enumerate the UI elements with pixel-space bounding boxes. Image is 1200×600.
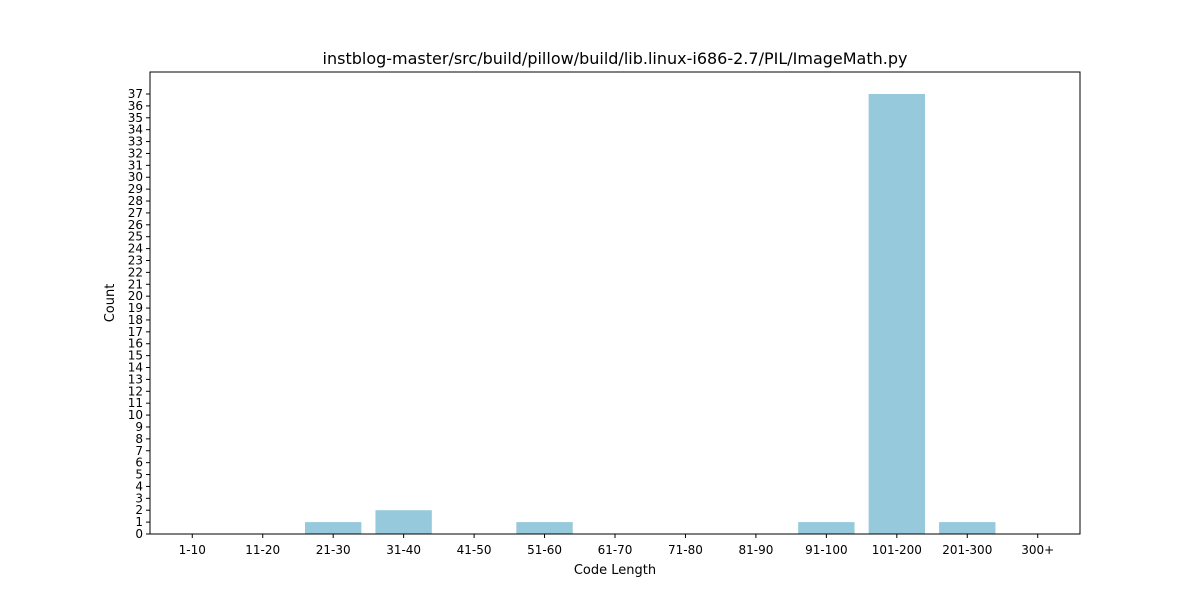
y-tick-label: 9 — [135, 420, 143, 434]
bar-101-200 — [868, 94, 925, 534]
y-tick-label: 28 — [128, 194, 143, 208]
x-axis-label: Code Length — [574, 563, 656, 578]
y-tick-label: 15 — [128, 349, 143, 363]
x-tick-label: 81-90 — [738, 543, 773, 557]
y-tick-label: 14 — [128, 361, 143, 375]
x-tick-label: 61-70 — [598, 543, 633, 557]
y-tick-label: 16 — [128, 337, 143, 351]
x-tick-label: 71-80 — [668, 543, 703, 557]
y-tick-label: 12 — [128, 384, 143, 398]
y-tick-label: 17 — [128, 325, 143, 339]
y-tick-label: 23 — [128, 253, 143, 267]
y-tick-label: 3 — [135, 491, 143, 505]
y-tick-label: 19 — [128, 301, 143, 315]
bar-91-100 — [798, 522, 855, 534]
x-tick-label: 41-50 — [457, 543, 492, 557]
y-tick-label: 10 — [128, 408, 143, 422]
y-tick-label: 1 — [135, 515, 143, 529]
y-tick-label: 4 — [135, 479, 143, 493]
y-tick-label: 34 — [128, 123, 143, 137]
y-tick-label: 8 — [135, 432, 143, 446]
x-tick-label: 91-100 — [805, 543, 848, 557]
y-tick-label: 31 — [128, 158, 143, 172]
y-tick-label: 27 — [128, 206, 143, 220]
y-tick-label: 25 — [128, 230, 143, 244]
y-axis-label: Count — [103, 284, 118, 323]
bar-31-40 — [375, 510, 432, 534]
x-tick-label: 11-20 — [245, 543, 280, 557]
y-tick-label: 0 — [135, 527, 143, 541]
y-tick-label: 13 — [128, 372, 143, 386]
y-tick-label: 35 — [128, 111, 143, 125]
y-tick-label: 37 — [128, 87, 143, 101]
y-tick-label: 29 — [128, 182, 143, 196]
bar-51-60 — [516, 522, 573, 534]
y-tick-label: 5 — [135, 468, 143, 482]
x-tick-label: 51-60 — [527, 543, 562, 557]
y-tick-label: 21 — [128, 277, 143, 291]
bar-201-300 — [939, 522, 996, 534]
y-tick-label: 22 — [128, 265, 143, 279]
chart-title: instblog-master/src/build/pillow/build/l… — [323, 49, 908, 68]
bar-21-30 — [305, 522, 362, 534]
y-tick-label: 18 — [128, 313, 143, 327]
x-tick-label: 201-300 — [942, 543, 992, 557]
y-tick-label: 33 — [128, 135, 143, 149]
y-tick-label: 30 — [128, 170, 143, 184]
y-tick-label: 6 — [135, 456, 143, 470]
y-tick-label: 20 — [128, 289, 143, 303]
y-tick-label: 32 — [128, 146, 143, 160]
bars-layer — [305, 94, 996, 534]
x-tick-label: 21-30 — [316, 543, 351, 557]
plot-frame — [149, 71, 1081, 535]
x-tick-label: 1-10 — [179, 543, 206, 557]
x-axis: 1-10 11-20 21-30 31-40 41-50 51-60 61-70 71-80 8… — [179, 534, 1054, 557]
x-tick-label: 31-40 — [386, 543, 421, 557]
x-tick-label: 101-200 — [872, 543, 922, 557]
y-tick-label: 7 — [135, 444, 143, 458]
y-axis: 0123456789101112131415161718192021222324… — [128, 87, 150, 541]
y-tick-label: 11 — [128, 396, 143, 410]
x-tick-label: 300+ — [1021, 543, 1054, 557]
y-tick-label: 24 — [128, 242, 143, 256]
y-tick-label: 26 — [128, 218, 143, 232]
y-tick-label: 2 — [135, 503, 143, 517]
y-tick-label: 36 — [128, 99, 143, 113]
